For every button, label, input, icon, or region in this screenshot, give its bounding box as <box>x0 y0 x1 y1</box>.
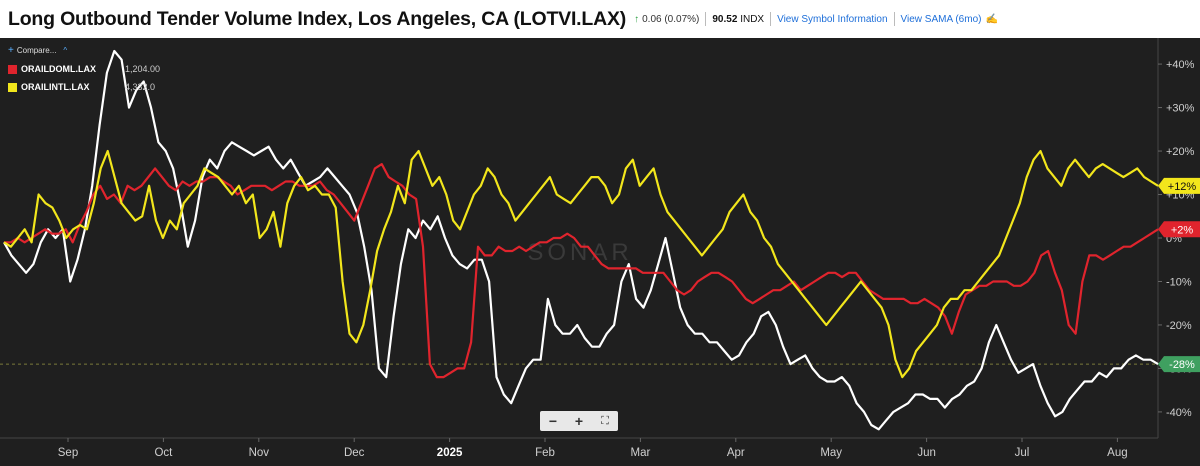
x-tick-label: 2025 <box>437 447 463 459</box>
y-tick-label: +30% <box>1166 103 1195 115</box>
up-arrow-icon: ↑ <box>634 13 640 25</box>
chart-header: Long Outbound Tender Volume Index, Los A… <box>0 0 1200 38</box>
price-change: ↑ 0.06 (0.07%) <box>634 14 699 25</box>
end-label-lotvi-lax: -28% <box>1158 356 1200 373</box>
end-label-text: +12% <box>1168 181 1197 193</box>
divider <box>705 12 707 26</box>
end-label-bg <box>1158 177 1200 194</box>
series-line-orailintl-lax <box>3 149 1159 379</box>
end-label-oraildoml-lax: +2% <box>1158 221 1200 238</box>
end-label-bg <box>1158 221 1200 238</box>
x-axis-ticks: Sep Oct Nov Dec 2025 Feb Mar Apr May Jun Jul Aug <box>58 438 1128 459</box>
y-tick-label: +40% <box>1166 59 1195 71</box>
plus-icon: + <box>8 45 14 56</box>
x-tick-label: Jul <box>1015 447 1030 459</box>
sama-icon[interactable]: ✍ <box>985 13 998 25</box>
x-tick-label: Sep <box>58 447 78 459</box>
divider <box>770 12 772 26</box>
chevron-up-icon: ^ <box>63 46 68 55</box>
x-tick-label: Mar <box>630 447 650 459</box>
fit-screen-button[interactable]: ⛶ <box>601 414 609 427</box>
chart-title: Long Outbound Tender Volume Index, Los A… <box>8 7 627 30</box>
series-line-oraildoml-lax <box>4 162 1159 379</box>
price-change-value: 0.06 (0.07%) <box>642 13 700 25</box>
series-end-labels: -28% +2% +12% <box>1158 177 1200 373</box>
legend-swatch <box>8 82 17 92</box>
y-tick-label: +20% <box>1166 146 1195 158</box>
x-tick-label: May <box>820 447 842 459</box>
x-tick-label: Nov <box>249 447 270 459</box>
legend-item-value: 4,332.0 <box>125 82 156 92</box>
chart-area[interactable]: SONAR +40%+30%+20%+10%0%-10%-20%-30%-40%… <box>0 38 1200 461</box>
current-value-unit: INDX <box>740 13 765 25</box>
view-sama-link[interactable]: View SAMA (6mo) <box>900 13 982 25</box>
legend-item-value: 1,204.00 <box>125 64 161 74</box>
divider <box>893 12 895 26</box>
y-tick-label: -10% <box>1166 276 1192 288</box>
zoom-controls: − + ⛶ <box>540 411 618 431</box>
legend: + Compare... ^ ORAILDOML.LAX 1,204.00 OR… <box>8 45 160 96</box>
y-tick-label: -40% <box>1166 407 1192 419</box>
y-tick-label: -20% <box>1166 320 1192 332</box>
legend-item-name: ORAILINTL.LAX <box>21 82 90 92</box>
end-label-text: +2% <box>1171 224 1194 236</box>
view-symbol-info-link[interactable]: View Symbol Information <box>777 13 888 25</box>
legend-item-orailintl[interactable]: ORAILINTL.LAX 4,332.0 <box>8 78 160 96</box>
zoom-in-button[interactable]: + <box>574 413 584 429</box>
line-chart[interactable]: SONAR +40%+30%+20%+10%0%-10%-20%-30%-40%… <box>0 38 1200 461</box>
compare-label: Compare... <box>16 46 57 55</box>
compare-button[interactable]: + Compare... ^ <box>8 45 160 56</box>
x-tick-label: Dec <box>344 447 365 459</box>
legend-item-oraildoml[interactable]: ORAILDOML.LAX 1,204.00 <box>8 60 160 78</box>
end-label-text: -28% <box>1169 359 1195 371</box>
series-layer <box>3 49 1159 431</box>
end-label-bg <box>1158 356 1200 373</box>
legend-swatch <box>8 64 17 74</box>
x-tick-label: Aug <box>1107 447 1127 459</box>
x-tick-label: Feb <box>535 447 555 459</box>
current-value: 90.52 INDX <box>712 14 764 25</box>
zoom-out-button[interactable]: − <box>548 413 558 429</box>
series-line-lotvi-lax <box>3 49 1159 431</box>
x-tick-label: Oct <box>154 447 173 459</box>
current-value-number: 90.52 <box>712 13 738 25</box>
x-tick-label: Jun <box>917 447 936 459</box>
x-tick-label: Apr <box>727 447 745 459</box>
legend-item-name: ORAILDOML.LAX <box>21 64 96 74</box>
end-label-orailintl-lax: +12% <box>1158 177 1200 194</box>
